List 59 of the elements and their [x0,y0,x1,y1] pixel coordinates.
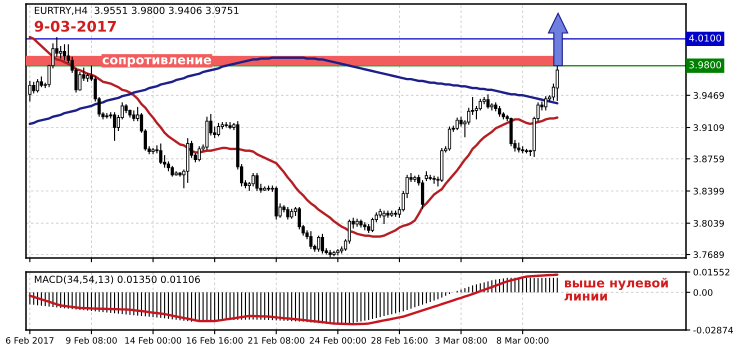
candlestick [224,122,228,128]
candlestick [59,45,62,60]
candlestick [286,206,290,220]
candlestick [40,76,44,88]
band-label: сопротивление [102,57,212,67]
candlestick [363,222,366,231]
candlestick [159,142,162,165]
x-tick-label: 9 Feb 08:00 [66,336,117,344]
candlestick [556,65,559,102]
candlestick [424,170,428,182]
candlestick [290,208,294,220]
text: 9-03-2017 [34,20,116,32]
y-tick-label: 3.8759 [694,156,724,162]
candlestick [36,78,40,94]
line-series [28,56,558,126]
candlestick [132,110,136,122]
y-tick-label: -0.02874 [693,326,734,334]
y-tick-label: 3.8399 [694,188,724,195]
line-series [28,273,558,326]
candlestick [32,81,36,94]
y-tick-label: 3.7689 [694,251,724,258]
candlestick [456,117,459,131]
candlestick [198,146,201,162]
x-tick-label: 24 Feb 00:00 [310,336,366,344]
candlestick [309,230,313,250]
candlestick [316,235,320,252]
y-tick-label: 0.01552 [694,268,730,276]
x-tick-label: 28 Feb 16:00 [371,336,428,344]
ref-line-label: 3.9800 [689,61,722,68]
candlestick [62,44,66,61]
y-tick-label: 3.9469 [694,92,724,99]
chart-title: EURTRY,H4 3.9551 3.9800 3.9406 3.9751 [34,6,238,16]
y-tick-label: 0.00 [694,289,712,296]
text: выше нулевой линии [564,278,668,300]
candlestick [382,210,386,225]
candlestick [252,172,255,188]
candlestick [486,94,490,110]
ref-line-label: 4.0100 [689,34,722,42]
x-tick-label: 6 Feb 2017 [6,336,54,344]
candlestick [544,96,548,111]
x-tick-label: 8 Mar 00:00 [496,337,548,344]
candlestick [517,142,520,154]
y-tick-label: 3.9109 [694,124,724,132]
chart-title: MACD(34,54,13) 0.01350 0.01106 [34,275,200,284]
x-tick-label: 3 Mar 08:00 [435,337,487,344]
candlestick [112,112,116,142]
candlestick [498,105,502,118]
x-tick-label: 14 Feb 00:00 [125,336,182,344]
candlestick [78,71,82,92]
candlestick [459,116,463,128]
candlestick [170,165,174,178]
candlestick [448,126,452,152]
candlestick [370,217,374,233]
x-tick-label: 16 Feb 16:00 [186,336,243,344]
candlestick [255,172,259,192]
y-tick-label: 3.8039 [694,220,724,227]
x-tick-label: 21 Feb 08:00 [248,336,304,344]
candlestick [216,122,220,137]
candlestick [320,233,324,254]
